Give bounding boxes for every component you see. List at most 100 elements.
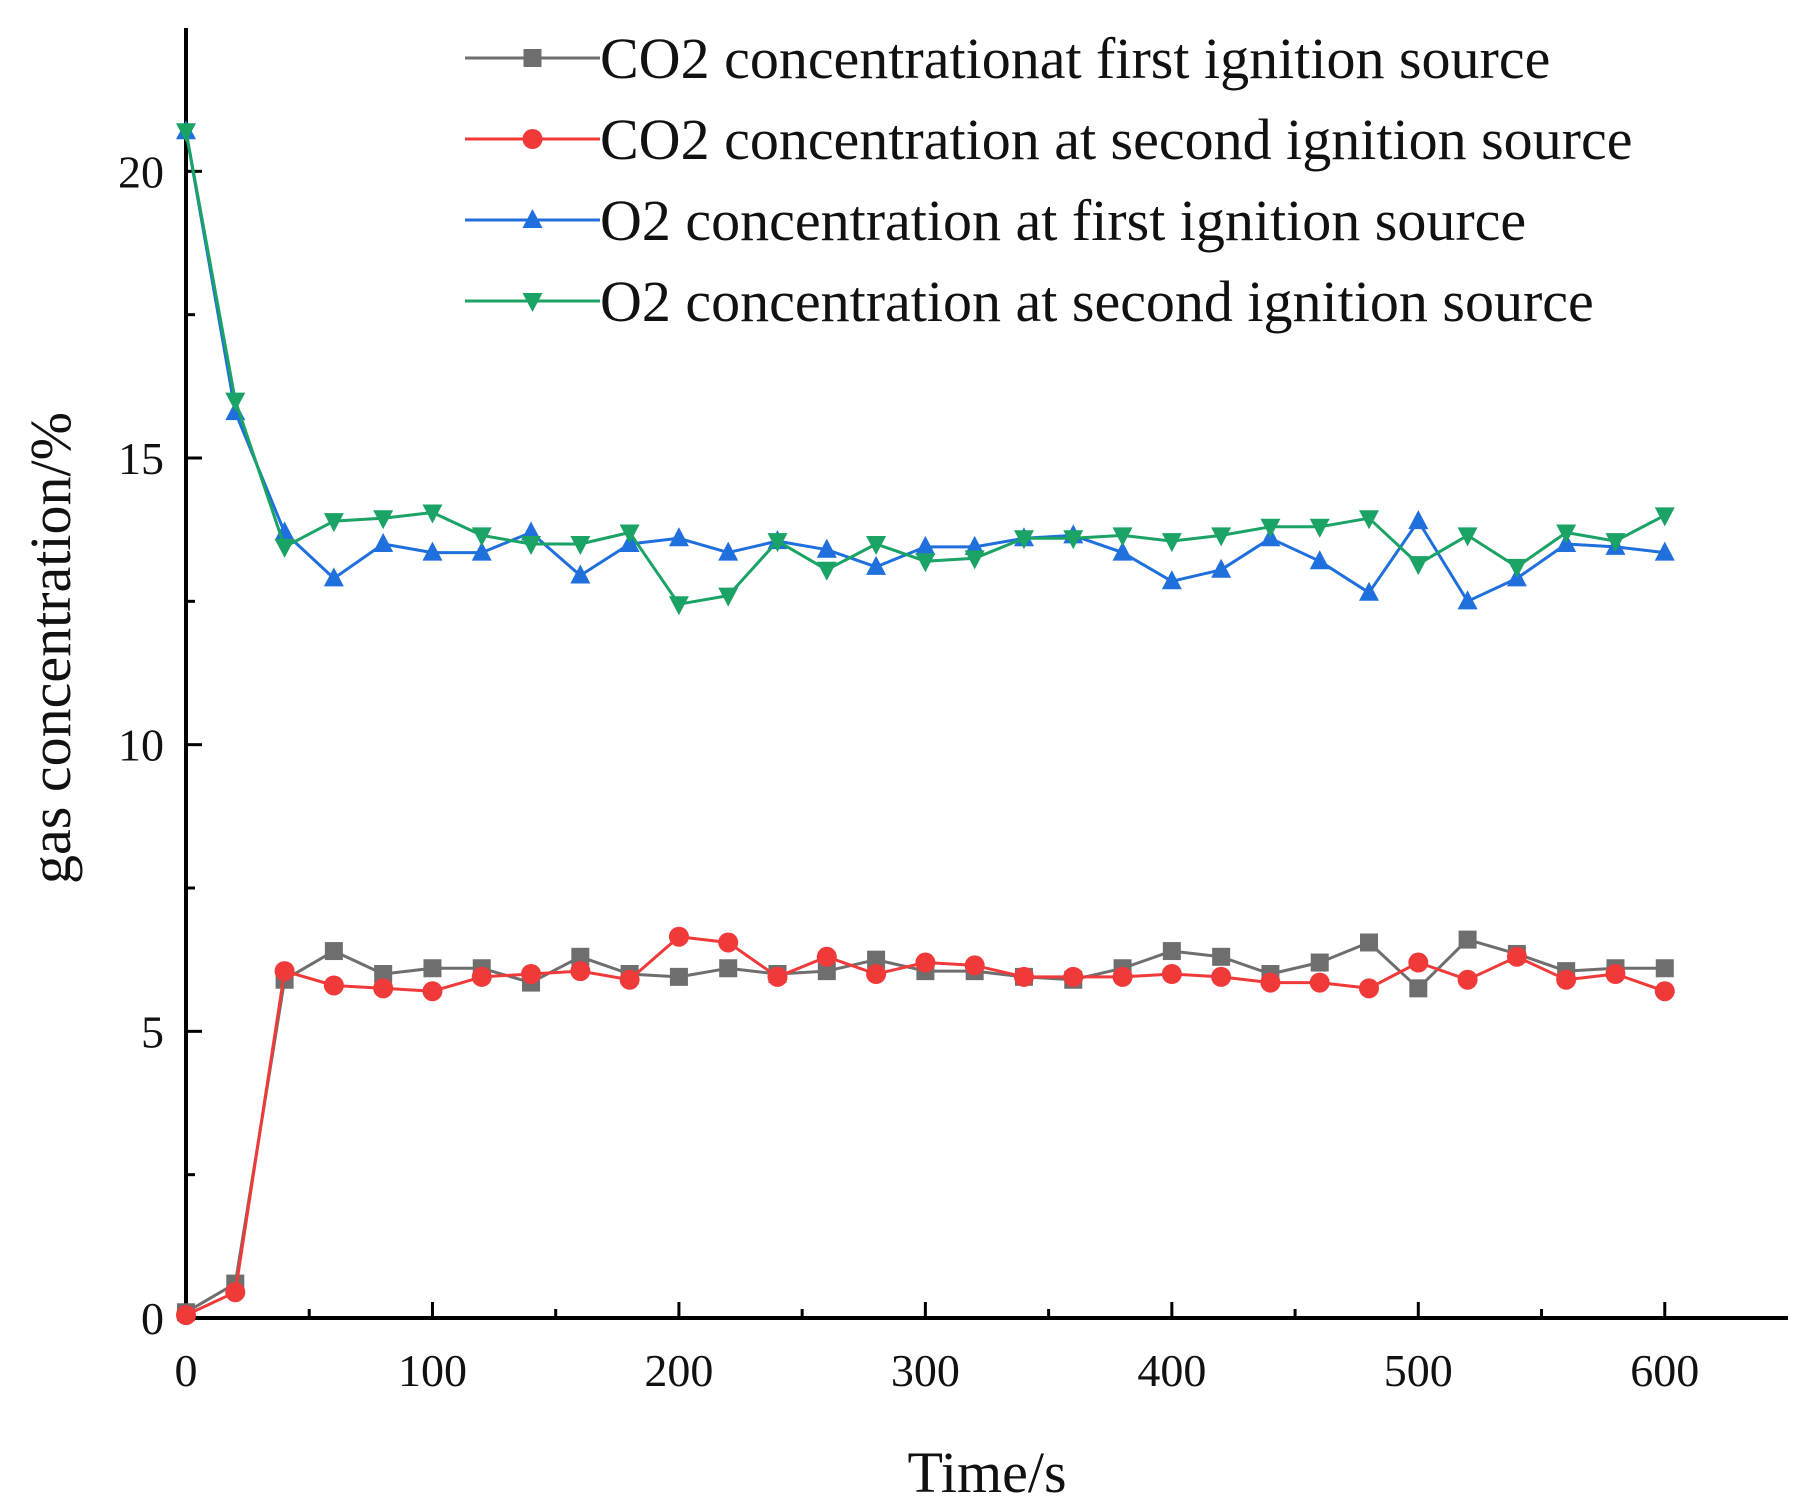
data-point: [1654, 507, 1675, 527]
data-point: [1162, 942, 1181, 961]
data-point: [374, 965, 393, 983]
data-point: [1211, 527, 1232, 547]
data-point: [1408, 952, 1429, 973]
x-tick-label: 100: [398, 1345, 467, 1396]
y-axis-title: gas concentration/%: [18, 412, 83, 884]
data-point: [1013, 966, 1034, 987]
data-point: [521, 964, 542, 984]
x-tick-label: 600: [1630, 1345, 1699, 1396]
data-point: [570, 564, 591, 584]
data-point: [1063, 966, 1084, 987]
legend-entry: O2 concentration at first ignition sourc…: [465, 188, 1526, 253]
data-point: [1556, 969, 1577, 990]
data-point: [1360, 933, 1379, 952]
data-point: [570, 961, 591, 982]
data-point: [1359, 510, 1380, 530]
data-point: [866, 555, 887, 575]
data-point: [1161, 533, 1182, 553]
data-point: [718, 932, 739, 953]
series-line: [185, 935, 1666, 1317]
data-point: [1506, 558, 1527, 578]
data-point: [1359, 978, 1380, 999]
data-point: [1260, 518, 1281, 538]
data-point: [373, 533, 394, 552]
data-point: [1654, 541, 1675, 561]
data-point: [324, 942, 343, 961]
y-tick-label: 15: [118, 433, 164, 484]
data-point: [274, 961, 295, 982]
data-point: [619, 969, 640, 990]
data-point: [1457, 969, 1478, 990]
data-point: [373, 510, 394, 530]
data-point: [521, 521, 542, 541]
series-2: [176, 926, 1675, 1326]
data-point: [816, 538, 837, 558]
data-point: [619, 524, 640, 544]
data-point: [471, 541, 492, 561]
data-point: [816, 561, 837, 581]
data-point: [1655, 959, 1674, 978]
data-point: [718, 587, 739, 607]
data-point: [373, 978, 394, 999]
data-point: [422, 981, 443, 1002]
legend-marker: [522, 129, 543, 149]
data-point: [816, 946, 837, 967]
data-point: [1309, 550, 1330, 570]
data-point: [719, 959, 738, 978]
data-point: [1260, 972, 1281, 993]
x-tick-label: 500: [1384, 1345, 1453, 1396]
data-point: [1457, 527, 1478, 547]
series-4: [176, 123, 1675, 616]
data-point: [964, 550, 985, 570]
data-point: [866, 964, 887, 984]
data-point: [571, 947, 590, 966]
x-tick-label: 300: [891, 1345, 960, 1396]
data-point: [323, 975, 344, 996]
data-point: [1310, 953, 1329, 972]
data-point: [866, 536, 887, 555]
data-point: [1161, 964, 1182, 984]
data-point: [423, 959, 442, 978]
legend-label: CO2 concentration at second ignition sou…: [600, 107, 1632, 172]
data-point: [1408, 510, 1429, 530]
data-point: [422, 541, 443, 561]
legend-label: O2 concentration at second ignition sour…: [600, 269, 1594, 334]
data-point: [1654, 981, 1675, 1002]
series-line: [185, 938, 1665, 1314]
y-tick-label: 5: [141, 1006, 164, 1057]
data-point: [1013, 530, 1034, 550]
series-group: [176, 120, 1675, 1326]
data-point: [1409, 979, 1428, 998]
legend-entry: O2 concentration at second ignition sour…: [465, 269, 1594, 334]
data-point: [1211, 558, 1232, 578]
data-point: [1112, 541, 1133, 561]
data-point: [225, 392, 246, 412]
y-tick-label: 20: [118, 146, 164, 197]
data-point: [668, 596, 689, 616]
data-point: [1457, 590, 1478, 610]
data-point: [1309, 972, 1330, 993]
data-point: [570, 536, 591, 555]
y-tick-label: 10: [118, 720, 164, 771]
data-point: [1211, 966, 1232, 987]
data-point: [521, 536, 542, 555]
data-point: [1161, 570, 1182, 590]
data-point: [867, 950, 886, 969]
data-point: [718, 541, 739, 561]
data-point: [668, 926, 689, 947]
data-point: [767, 966, 788, 987]
data-point: [767, 533, 788, 553]
legend-marker: [522, 209, 543, 228]
y-tick-label: 0: [141, 1293, 164, 1344]
data-point: [669, 967, 688, 986]
data-point: [1605, 533, 1626, 553]
data-point: [323, 567, 344, 587]
data-point: [964, 955, 985, 976]
data-point: [1359, 581, 1380, 601]
data-point: [176, 123, 196, 143]
data-point: [422, 504, 443, 524]
x-tick-label: 0: [175, 1345, 198, 1396]
data-point: [1506, 946, 1527, 967]
